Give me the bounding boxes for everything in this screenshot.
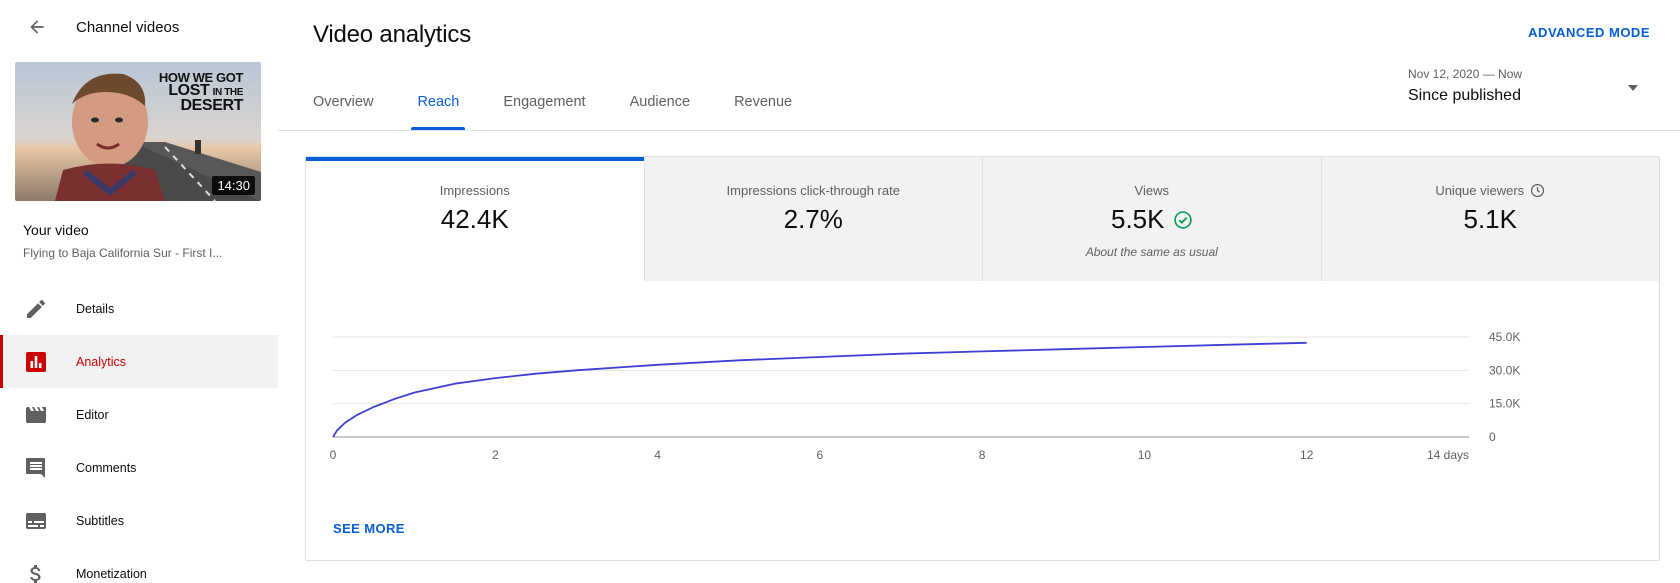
x-tick-label: 14 days [1427, 448, 1469, 462]
thumbnail-title: HOW WE GOT LOST IN THE DESERT [158, 70, 244, 114]
back-label[interactable]: Channel videos [76, 18, 180, 36]
see-more-link[interactable]: SEE MORE [333, 521, 405, 536]
thumbnail-title-inthe: IN THE [212, 87, 244, 98]
metric-value: 2.7% [645, 204, 983, 235]
metric-label: Impressions click-through rate [645, 183, 983, 198]
x-tick-label: 2 [492, 448, 499, 462]
chevron-down-icon [1628, 85, 1638, 91]
metric-value-text: 5.5K [1111, 204, 1165, 234]
x-tick-label: 10 [1138, 448, 1152, 462]
sidebar-item-details[interactable]: Details [0, 282, 278, 335]
tab-bar: Overview Reach Engagement Audience Reven… [313, 84, 836, 130]
metric-impressions[interactable]: Impressions 42.4K [306, 157, 644, 281]
video-title: Flying to Baja California Sur - First I.… [23, 246, 223, 260]
reach-card: Impressions 42.4K Impressions click-thro… [305, 156, 1660, 561]
metric-value: 5.5K [983, 204, 1321, 235]
metric-value-text: 5.1K [1463, 204, 1518, 234]
clapperboard-icon [23, 402, 49, 428]
sidebar-item-label: Analytics [76, 354, 127, 369]
metric-value: 5.1K [1322, 204, 1660, 235]
sidebar-item-label: Comments [76, 460, 137, 475]
y-tick-label: 30.0K [1489, 363, 1520, 377]
tab-overview[interactable]: Overview [313, 94, 374, 110]
subtitles-icon [23, 508, 49, 534]
sidebar: Channel videos [0, 0, 278, 583]
metric-label-text: Views [1134, 183, 1169, 198]
metric-views[interactable]: Views 5.5K About the same as usual [982, 157, 1321, 281]
metric-note: About the same as usual [1085, 245, 1218, 259]
sidebar-nav: Details Analytics Editor Comments Subtit… [0, 282, 278, 583]
comment-icon [23, 455, 49, 481]
sidebar-item-subtitles[interactable]: Subtitles [0, 494, 278, 547]
x-tick-label: 0 [330, 448, 337, 462]
metric-label-text: Impressions click-through rate [726, 183, 900, 198]
impressions-chart: 0 15.0K 30.0K 45.0K 0 2 4 6 8 10 12 14 days [326, 317, 1586, 517]
sidebar-item-monetization[interactable]: Monetization [0, 547, 278, 583]
metric-value: 42.4K [306, 204, 644, 235]
tab-revenue[interactable]: Revenue [734, 94, 793, 110]
date-range-dropdown[interactable]: Nov 12, 2020 — Now Since published [1408, 67, 1650, 111]
sidebar-item-analytics[interactable]: Analytics [0, 335, 278, 388]
check-circle-icon [1173, 210, 1192, 229]
tab-divider [278, 130, 1680, 131]
dollar-icon [23, 561, 49, 583]
sidebar-item-editor[interactable]: Editor [0, 388, 278, 441]
metric-unique-viewers[interactable]: Unique viewers 5.1K [1320, 157, 1660, 281]
line-chart: 0 15.0K 30.0K 45.0K 0 2 4 6 8 10 12 14 days [330, 330, 1521, 462]
sidebar-item-comments[interactable]: Comments [0, 441, 278, 494]
x-tick-label: 6 [817, 448, 824, 462]
x-tick-label: 4 [654, 448, 661, 462]
y-tick-label: 15.0K [1489, 397, 1520, 411]
y-tick-label: 0 [1489, 430, 1496, 444]
your-video-label: Your video [23, 222, 89, 238]
y-tick-label: 45.0K [1489, 330, 1520, 344]
metric-label: Impressions [306, 183, 644, 198]
metric-label: Views [983, 183, 1321, 198]
video-thumbnail[interactable]: HOW WE GOT LOST IN THE DESERT 14:30 [15, 62, 261, 201]
tab-audience[interactable]: Audience [629, 94, 691, 110]
metric-label: Unique viewers [1322, 183, 1660, 198]
back-button[interactable] [17, 7, 57, 47]
thumbnail-title-line2: LOST IN THE [159, 82, 244, 99]
advanced-mode-button[interactable]: ADVANCED MODE [1528, 25, 1650, 40]
sidebar-item-label: Details [76, 301, 115, 316]
sidebar-item-label: Monetization [76, 566, 147, 581]
metric-value-text: 42.4K [440, 204, 509, 234]
tab-engagement[interactable]: Engagement [503, 94, 586, 110]
pencil-icon [23, 296, 49, 322]
back-row: Channel videos [0, 0, 278, 54]
x-tick-label: 8 [979, 448, 986, 462]
x-tick-label: 12 [1300, 448, 1314, 462]
series-line-impressions [332, 341, 1307, 438]
page-title: Video analytics [313, 21, 471, 48]
date-range-text: Nov 12, 2020 — Now [1408, 67, 1523, 81]
sidebar-item-label: Editor [76, 407, 109, 422]
metric-label-text: Impressions [439, 183, 510, 198]
thumbnail-title-lost: LOST [168, 82, 210, 99]
metric-value-text: 2.7% [783, 204, 843, 234]
metric-ctr[interactable]: Impressions click-through rate 2.7% [643, 157, 983, 281]
thumbnail-title-line3: DESERT [180, 97, 244, 114]
metric-label-text: Unique viewers [1435, 183, 1525, 198]
analytics-icon [23, 349, 49, 375]
metric-tabs: Impressions 42.4K Impressions click-thro… [306, 157, 1659, 281]
sidebar-item-label: Subtitles [76, 513, 124, 528]
duration-badge: 14:30 [212, 176, 255, 195]
date-range-value: Since published [1408, 87, 1521, 104]
arrow-left-icon [30, 20, 44, 34]
thumbnail-title-line1: HOW WE GOT [158, 70, 244, 85]
tab-reach[interactable]: Reach [411, 84, 466, 130]
clock-icon [1531, 183, 1545, 198]
